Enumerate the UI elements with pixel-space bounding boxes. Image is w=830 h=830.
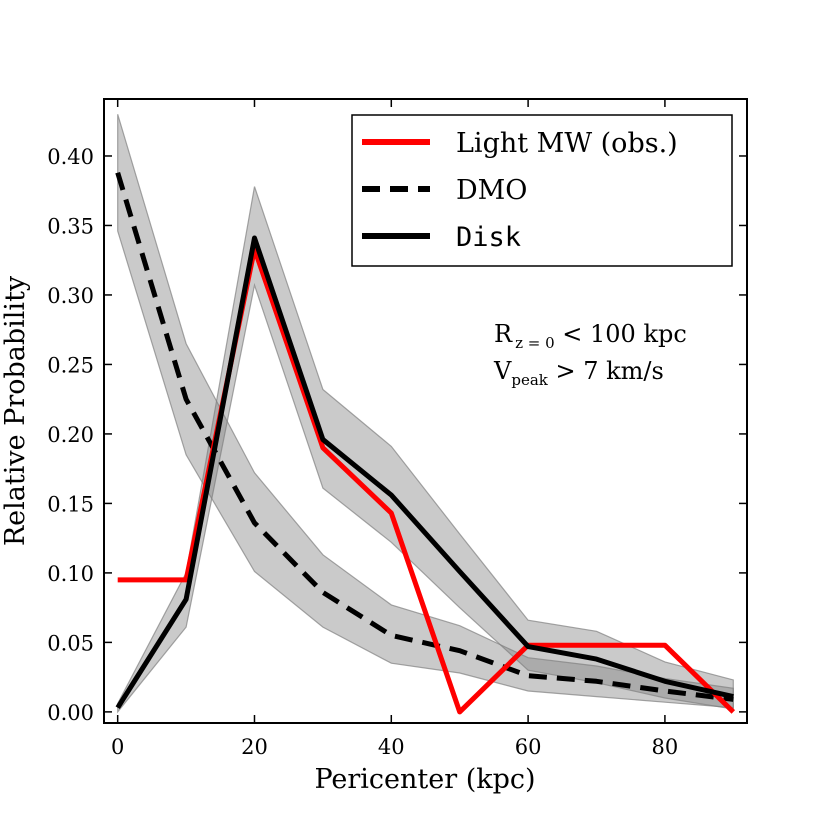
y-tick-label-0.4: 0.40 <box>47 145 94 169</box>
annotation-velocity-main: V <box>493 357 512 385</box>
line-dmo <box>115 171 734 702</box>
y-tick-label-0.1: 0.10 <box>47 562 94 586</box>
annotation-radius-sub: z = 0 <box>515 334 555 352</box>
x-tick-label-60: 60 <box>515 735 542 759</box>
x-axis-title: Pericenter (kpc) <box>314 764 535 795</box>
annotation-radius-rest: < 100 kpc <box>555 320 687 348</box>
y-tick-label-0.35: 0.35 <box>47 214 94 238</box>
series-lines <box>115 171 736 715</box>
legend: Light MW (obs.) DMO Disk <box>351 114 733 267</box>
annotation-velocity-sub: peak <box>511 371 548 389</box>
legend-label-light-mw: Light MW (obs.) <box>456 128 678 159</box>
y-axis-title: Relative Probability <box>0 275 31 546</box>
y-tick-label-0.15: 0.15 <box>47 492 94 516</box>
x-tick-label-80: 80 <box>652 735 679 759</box>
y-tick-label-0: 0.00 <box>47 701 94 725</box>
y-tick-label-0.05: 0.05 <box>47 631 94 655</box>
y-tick-label-0.3: 0.30 <box>47 284 94 308</box>
legend-label-dmo: DMO <box>456 175 527 206</box>
x-tick-label-40: 40 <box>378 735 405 759</box>
annotation-radius-main: R <box>494 320 513 348</box>
axis-ticks: 0 20 40 60 80 0.00 0.05 0.10 0.15 0.20 0.25 0.30 0.3… <box>47 99 747 759</box>
x-tick-label-20: 20 <box>241 735 268 759</box>
x-tick-label-0: 0 <box>111 735 124 759</box>
y-tick-label-0.25: 0.25 <box>47 353 94 377</box>
annotation-velocity: Vpeak > 7 km/s <box>493 357 664 389</box>
line-disk <box>115 235 734 710</box>
y-tick-label-0.2: 0.20 <box>47 423 94 447</box>
annotation-velocity-rest: > 7 km/s <box>548 357 664 385</box>
plot-frame <box>103 98 748 724</box>
legend-label-disk: Disk <box>456 222 521 253</box>
